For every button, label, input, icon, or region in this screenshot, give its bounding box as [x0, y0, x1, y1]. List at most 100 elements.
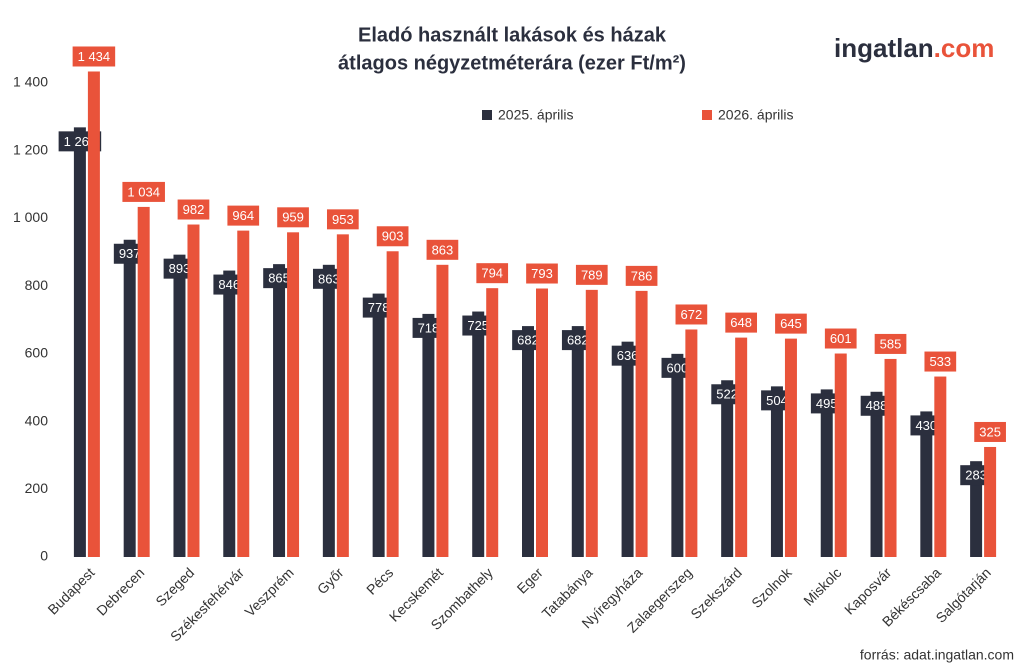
value-label-box — [526, 263, 558, 284]
value-label-box — [910, 415, 943, 436]
bar — [685, 329, 698, 557]
bar — [934, 376, 947, 557]
bar — [336, 234, 349, 557]
value-label: 682 — [567, 333, 589, 348]
value-label-box — [412, 317, 445, 338]
bar — [834, 353, 847, 557]
bar — [273, 264, 286, 557]
value-label: 718 — [418, 320, 440, 335]
value-label: 325 — [979, 424, 1001, 439]
value-label-box — [675, 304, 708, 325]
value-label: 982 — [183, 202, 205, 217]
bar — [187, 224, 200, 557]
bar — [621, 341, 634, 557]
bar — [536, 288, 548, 557]
value-label: 645 — [780, 316, 802, 331]
bar — [522, 326, 534, 557]
value-label: 1 434 — [78, 49, 111, 64]
value-label-box — [113, 243, 146, 264]
value-label-box — [72, 46, 116, 67]
bar — [372, 293, 385, 557]
y-tick-label: 400 — [25, 412, 49, 428]
value-label-box — [476, 263, 509, 284]
bar — [287, 232, 300, 557]
value-label: 793 — [531, 266, 553, 281]
value-label: 488 — [866, 398, 888, 413]
logo-part: ingatlan — [834, 33, 934, 63]
x-tick-label: Szekszárd — [687, 564, 745, 622]
value-label-box — [924, 351, 957, 372]
bar — [386, 251, 399, 557]
value-label-box — [561, 330, 594, 351]
value-label: 533 — [929, 354, 951, 369]
value-label: 636 — [617, 348, 639, 363]
value-label: 937 — [119, 246, 141, 261]
x-tick-label: Pécs — [363, 564, 396, 597]
legend-label: 2025. április — [498, 107, 574, 123]
logo-part: .com — [934, 33, 995, 63]
bar — [920, 411, 933, 557]
bar — [422, 313, 435, 557]
bar — [721, 380, 734, 557]
x-tick-label: Veszprém — [241, 564, 296, 619]
x-tick-label: Eger — [514, 564, 546, 596]
value-label: 600 — [667, 360, 689, 375]
value-label-box — [575, 264, 608, 285]
value-label: 283 — [965, 468, 987, 483]
bar — [635, 290, 648, 557]
value-label-box — [860, 395, 893, 416]
bar — [820, 389, 833, 557]
source: forrás: adat.ingatlan.com — [860, 647, 1014, 663]
value-label: 778 — [368, 300, 390, 315]
legend-label: 2026. április — [718, 107, 794, 123]
logo: ingatlan.com — [834, 33, 994, 63]
value-label: 865 — [268, 271, 290, 286]
bar — [884, 358, 897, 557]
value-label-box — [974, 421, 1006, 442]
bar — [984, 446, 997, 557]
bar — [571, 326, 584, 557]
x-tick-label: Győr — [314, 564, 347, 597]
value-label-box — [512, 330, 544, 351]
y-tick-label: 1 400 — [13, 74, 48, 90]
value-label-box — [277, 207, 309, 228]
value-label-box — [163, 258, 196, 279]
value-label: 893 — [169, 261, 191, 276]
x-tick-label: Debrecen — [93, 564, 147, 618]
value-label: 430 — [915, 418, 937, 433]
value-label-box — [177, 199, 210, 220]
value-label: 601 — [830, 331, 852, 346]
value-label-box — [376, 226, 409, 247]
value-label: 522 — [716, 387, 738, 402]
legend-swatch — [482, 110, 492, 120]
bar — [223, 270, 236, 557]
value-label: 786 — [631, 268, 653, 283]
chart-title: Eladó használt lakások és házak — [358, 24, 667, 46]
y-tick-label: 800 — [25, 277, 49, 293]
value-label-box — [122, 181, 165, 202]
bar — [585, 289, 598, 557]
bar — [237, 230, 250, 558]
value-label: 1 034 — [127, 184, 160, 199]
y-tick-label: 200 — [25, 480, 49, 496]
value-label-box — [625, 265, 658, 286]
bar — [87, 71, 100, 557]
bar — [173, 254, 186, 558]
value-label-box — [711, 384, 744, 405]
value-label: 953 — [332, 212, 354, 227]
value-label-box — [775, 313, 807, 334]
value-label: 863 — [318, 271, 340, 286]
x-tick-label: Szolnok — [748, 564, 795, 611]
value-label-box — [326, 209, 359, 230]
bar — [770, 386, 783, 557]
value-label: 789 — [581, 267, 603, 282]
value-label-box — [761, 390, 793, 411]
value-label: 504 — [766, 393, 788, 408]
value-label-box — [824, 328, 857, 349]
bar — [322, 264, 335, 557]
bar — [436, 264, 449, 557]
value-label: 794 — [481, 266, 503, 281]
value-label-box — [611, 345, 644, 366]
